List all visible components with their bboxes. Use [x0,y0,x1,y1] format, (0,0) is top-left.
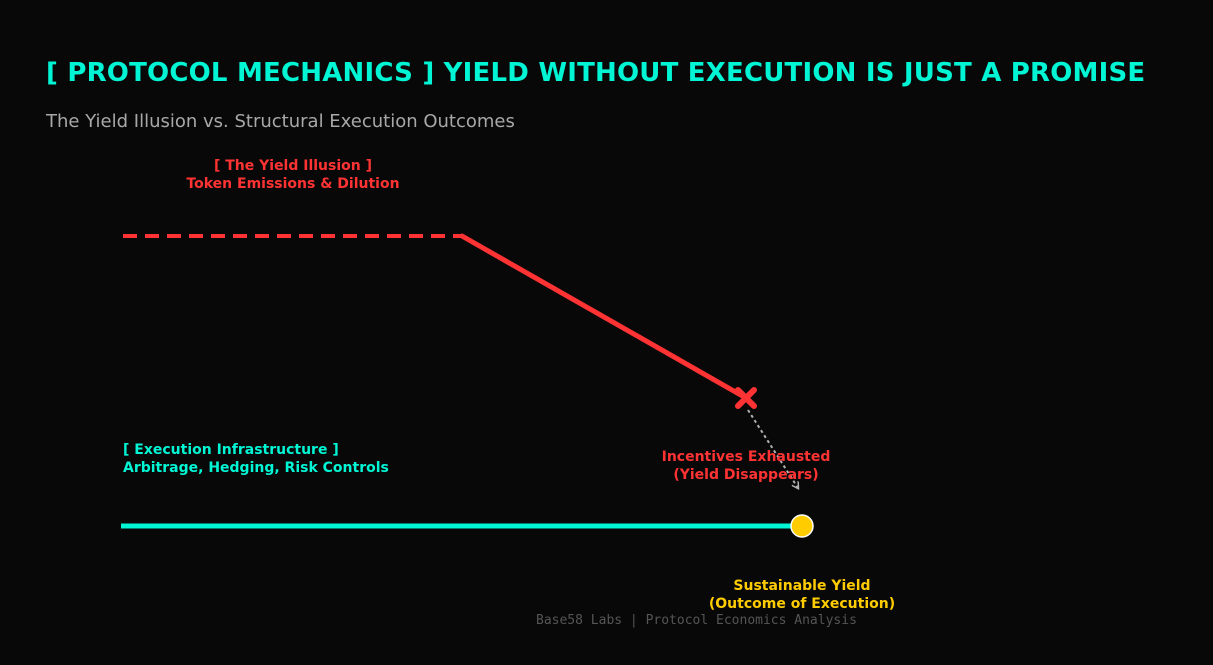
illusion-subheading: Token Emissions & Dilution [186,176,400,192]
page-title: [ PROTOCOL MECHANICS ] YIELD WITHOUT EXE… [46,58,1146,88]
illusion-label: [ The Yield Illusion ] Token Emissions &… [168,157,418,193]
sustainable-line1: Sustainable Yield [733,578,871,594]
exhausted-line1: Incentives Exhausted [661,449,831,465]
exhausted-line2: (Yield Disappears) [673,467,819,483]
sustainable-line2: (Outcome of Execution) [708,596,896,612]
execution-subheading: Arbitrage, Hedging, Risk Controls [123,460,389,476]
illusion-heading: [ The Yield Illusion ] [213,158,373,174]
x-marker-icon [735,387,757,409]
execution-heading: [ Execution Infrastructure ] [123,442,339,458]
sustainable-label: Sustainable Yield (Outcome of Execution) [692,577,912,613]
exhausted-label: Incentives Exhausted (Yield Disappears) [640,448,852,484]
circle-marker-icon [790,514,814,538]
execution-label: [ Execution Infrastructure ] Arbitrage, … [123,441,389,477]
illusion-decline-line [459,233,749,401]
page-subtitle: The Yield Illusion vs. Structural Execut… [46,111,515,132]
footer-credit: Base58 Labs | Protocol Economics Analysi… [536,613,857,628]
